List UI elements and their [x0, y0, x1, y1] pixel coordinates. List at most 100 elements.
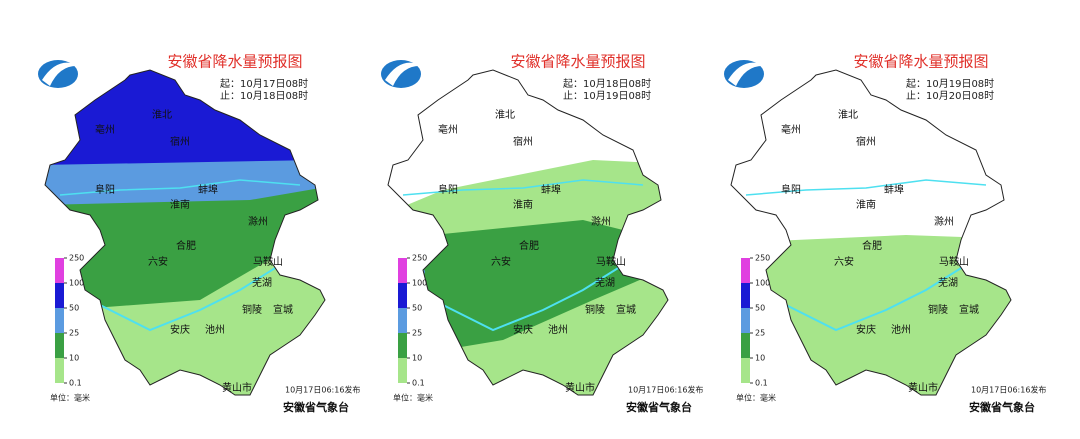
legend-swatch	[55, 308, 64, 333]
start-time: 起：10月19日08时	[906, 78, 994, 90]
end-time: 止：10月18日08时	[220, 90, 308, 102]
map-title: 安徽省降水量预报图	[853, 53, 988, 71]
legend-label: 0.1	[412, 379, 425, 388]
city-label: 滁州	[591, 215, 611, 228]
legend-swatch	[55, 283, 64, 308]
city-label: 淮北	[838, 109, 858, 121]
legend-swatch	[741, 258, 750, 283]
city-label: 宿州	[856, 135, 876, 148]
legend-label: 25	[412, 329, 422, 338]
zone	[388, 70, 668, 215]
legend-swatch	[398, 358, 407, 383]
city-label: 蚌埠	[198, 183, 218, 196]
city-label: 马鞍山	[596, 255, 626, 268]
city-label: 阜阳	[95, 183, 115, 196]
city-label: 铜陵	[242, 304, 262, 316]
city-label: 宣城	[273, 303, 293, 316]
river	[59, 179, 301, 196]
city-label: 淮南	[513, 198, 533, 211]
legend-swatch	[55, 258, 64, 283]
city-label: 淮南	[856, 198, 876, 211]
city-label: 安庆	[170, 323, 190, 336]
legend-label: 0.1	[69, 379, 82, 388]
province-outline	[387, 69, 669, 396]
legend-label: 10	[755, 354, 765, 363]
legend-label: 50	[412, 304, 422, 313]
legend-swatch	[55, 333, 64, 358]
legend-swatch	[741, 308, 750, 333]
city-label: 蚌埠	[541, 183, 561, 196]
city-label: 宿州	[170, 135, 190, 148]
issued-time: 10月17日06:16发布	[285, 385, 360, 395]
city-label: 池州	[548, 323, 568, 336]
legend-label: 10	[69, 354, 79, 363]
city-label: 滁州	[248, 215, 268, 228]
legend-swatch	[741, 283, 750, 308]
legend-label: 100	[69, 279, 84, 288]
city-label: 芜湖	[252, 276, 272, 289]
city-label: 池州	[205, 323, 225, 336]
start-time: 起：10月17日08时	[220, 78, 308, 90]
end-time: 止：10月19日08时	[563, 90, 651, 102]
river	[745, 179, 987, 196]
unit-label: 单位：毫米	[393, 393, 433, 403]
city-label: 淮北	[495, 109, 515, 121]
start-time: 起：10月18日08时	[563, 78, 651, 90]
city-label: 黄山市	[908, 381, 938, 394]
city-label: 淮北	[152, 109, 172, 121]
city-label: 蚌埠	[884, 183, 904, 196]
publisher: 安徽省气象台	[283, 400, 349, 414]
city-label: 池州	[891, 323, 911, 336]
map-title: 安徽省降水量预报图	[167, 53, 302, 71]
city-label: 阜阳	[781, 183, 801, 196]
city-label: 亳州	[438, 123, 458, 136]
city-label: 宣城	[959, 303, 979, 316]
legend-swatch	[398, 308, 407, 333]
unit-label: 单位：毫米	[50, 393, 90, 403]
legend-swatch	[741, 333, 750, 358]
legend-swatch	[398, 333, 407, 358]
city-label: 宿州	[513, 135, 533, 148]
end-time: 止：10月20日08时	[906, 90, 994, 102]
legend-label: 250	[412, 254, 427, 263]
map-fill	[388, 70, 668, 395]
logo-swoosh	[728, 62, 766, 86]
city-label: 六安	[834, 255, 854, 268]
city-label: 亳州	[781, 123, 801, 136]
city-label: 黄山市	[565, 381, 595, 394]
city-label: 宣城	[616, 303, 636, 316]
city-label: 马鞍山	[253, 255, 283, 268]
zone	[731, 70, 1011, 245]
city-label: 黄山市	[222, 381, 252, 394]
zone	[45, 188, 320, 312]
legend-label: 100	[755, 279, 770, 288]
province-outline	[730, 69, 1012, 396]
city-label: 马鞍山	[939, 255, 969, 268]
city-label: 滁州	[934, 215, 954, 228]
city-label: 安庆	[513, 323, 533, 336]
logo-swoosh	[385, 62, 423, 86]
unit-label: 单位：毫米	[736, 393, 776, 403]
legend-label: 25	[755, 329, 765, 338]
city-label: 合肥	[176, 239, 196, 252]
legend-label: 50	[755, 304, 765, 313]
zone	[388, 220, 663, 350]
publisher: 安徽省气象台	[969, 400, 1035, 414]
city-label: 芜湖	[595, 276, 615, 289]
legend-label: 10	[412, 354, 422, 363]
city-label: 六安	[148, 255, 168, 268]
logo-swoosh	[42, 62, 80, 86]
issued-time: 10月17日06:16发布	[971, 385, 1046, 395]
city-label: 淮南	[170, 198, 190, 211]
river	[402, 179, 644, 196]
city-label: 六安	[491, 255, 511, 268]
legend-swatch	[741, 358, 750, 383]
legend-label: 50	[69, 304, 79, 313]
legend-label: 250	[755, 254, 770, 263]
province-outline	[44, 69, 326, 396]
city-label: 阜阳	[438, 183, 458, 196]
